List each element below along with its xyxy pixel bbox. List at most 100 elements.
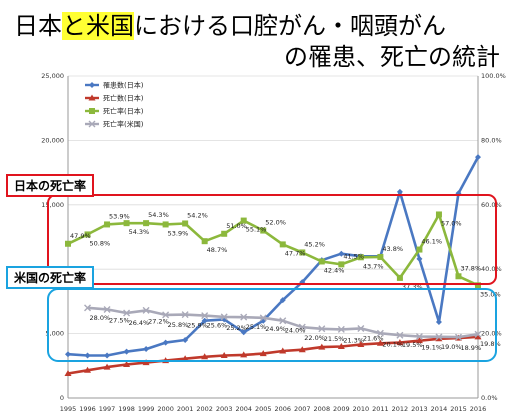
data-point-0 <box>201 317 208 324</box>
x-tick-label: 2007 <box>294 405 311 413</box>
x-tick-label: 2001 <box>177 405 194 413</box>
data-point-1 <box>103 363 111 370</box>
data-point-3 <box>279 317 287 325</box>
data-point-2 <box>260 227 267 234</box>
data-label: 21.3% <box>343 336 364 344</box>
data-point-1 <box>337 342 345 349</box>
data-point-0 <box>338 250 345 257</box>
data-point-3 <box>103 305 111 313</box>
x-tick-label: 1997 <box>99 405 116 413</box>
data-label: 41.5% <box>343 252 364 260</box>
x-tick-label: 1995 <box>60 405 77 413</box>
data-label: 25.6% <box>207 322 228 330</box>
data-label: 25.1% <box>246 323 267 331</box>
data-point-1 <box>279 347 287 354</box>
data-point-0 <box>240 329 247 336</box>
data-label: 54.2% <box>187 211 208 219</box>
data-label: 19.0% <box>441 343 462 351</box>
data-label: 19.1% <box>421 343 442 351</box>
data-label: 28.0% <box>90 314 111 322</box>
x-tick-label: 2012 <box>392 405 409 413</box>
data-point-0 <box>182 337 189 344</box>
data-point-3 <box>415 333 423 340</box>
data-label: 26.4% <box>129 319 150 327</box>
data-label: 37.8% <box>460 264 481 272</box>
data-point-2 <box>104 221 111 228</box>
data-point-1 <box>396 339 404 346</box>
data-label: 53.9% <box>109 212 130 220</box>
chart-title-line2: の罹患、死亡の統計 <box>284 43 500 71</box>
data-point-2 <box>201 238 208 245</box>
y-right-tick-label: 20.0% <box>481 330 502 338</box>
japan-mortality-callout: 日本の死亡率 <box>6 174 95 197</box>
chart-title-line1: 日本と米国における口腔がん・咽頭がん <box>14 6 446 41</box>
data-label: 51.0% <box>226 222 247 230</box>
data-point-0 <box>123 348 130 355</box>
x-tick-label: 2005 <box>255 405 272 413</box>
data-point-3 <box>181 311 189 319</box>
data-point-3 <box>376 329 384 337</box>
data-label: 21.5% <box>324 335 345 343</box>
series-line-1 <box>67 335 479 375</box>
x-tick-label: 2010 <box>353 405 370 413</box>
data-label: 43.7% <box>363 262 384 270</box>
data-point-2 <box>240 217 247 224</box>
data-point-0 <box>162 339 169 346</box>
data-point-3 <box>454 333 462 341</box>
data-point-1 <box>201 353 209 360</box>
x-tick-label: 2016 <box>470 405 487 413</box>
data-point-3 <box>298 323 306 331</box>
legend-label: 死亡率(米国) <box>103 120 144 129</box>
data-point-0 <box>143 346 150 353</box>
y-right-tick-label: 40.0% <box>481 265 502 273</box>
legend-marker <box>89 108 95 114</box>
data-point-3 <box>318 325 326 333</box>
data-point-1 <box>259 350 267 357</box>
y-left-tick-label: 20,000 <box>41 136 64 144</box>
data-point-1 <box>474 333 482 340</box>
y-right-tick-label: 100.0% <box>481 72 506 80</box>
data-point-2 <box>84 231 91 238</box>
title-highlight-us: と米国 <box>62 12 134 40</box>
data-point-0 <box>279 297 286 304</box>
series-line-2 <box>67 213 479 287</box>
data-label: 37.3% <box>402 283 423 291</box>
data-label: 43.8% <box>382 245 403 253</box>
data-label: 54.3% <box>129 228 150 236</box>
legend-marker <box>88 120 96 128</box>
data-label: 22.0% <box>304 334 325 342</box>
title-part-japan: 日本 <box>14 12 62 40</box>
data-point-3 <box>162 311 170 319</box>
data-point-3 <box>259 314 267 322</box>
x-tick-label: 2002 <box>196 405 213 413</box>
data-point-0 <box>416 255 423 262</box>
data-point-1 <box>435 335 443 342</box>
data-point-2 <box>338 261 345 268</box>
legend-label: 死亡率(日本) <box>103 107 144 116</box>
legend-label: 死亡数(日本) <box>103 94 144 103</box>
data-label: 19.8% <box>480 340 501 348</box>
data-label: 53.9% <box>168 229 189 237</box>
x-tick-label: 2011 <box>372 405 389 413</box>
data-point-2 <box>318 258 325 265</box>
data-point-2 <box>65 240 71 247</box>
data-point-1 <box>64 370 72 377</box>
data-point-3 <box>220 313 228 321</box>
data-point-1 <box>415 337 423 344</box>
data-point-3 <box>123 309 131 317</box>
y-left-tick-label: 15,000 <box>41 201 64 209</box>
data-point-3 <box>240 313 248 321</box>
data-point-3 <box>201 312 209 320</box>
x-tick-label: 2004 <box>235 405 252 413</box>
data-point-1 <box>376 339 384 346</box>
us-mortality-callout: 米国の死亡率 <box>6 266 95 289</box>
data-point-1 <box>318 343 326 350</box>
data-label: 27.2% <box>148 317 169 325</box>
data-label: 35.0% <box>480 290 501 298</box>
x-tick-label: 1996 <box>79 405 96 413</box>
data-point-2 <box>416 246 423 253</box>
data-point-2 <box>143 220 150 227</box>
data-point-2 <box>435 211 442 218</box>
data-label: 19.5% <box>402 341 423 349</box>
data-point-3 <box>357 324 365 332</box>
